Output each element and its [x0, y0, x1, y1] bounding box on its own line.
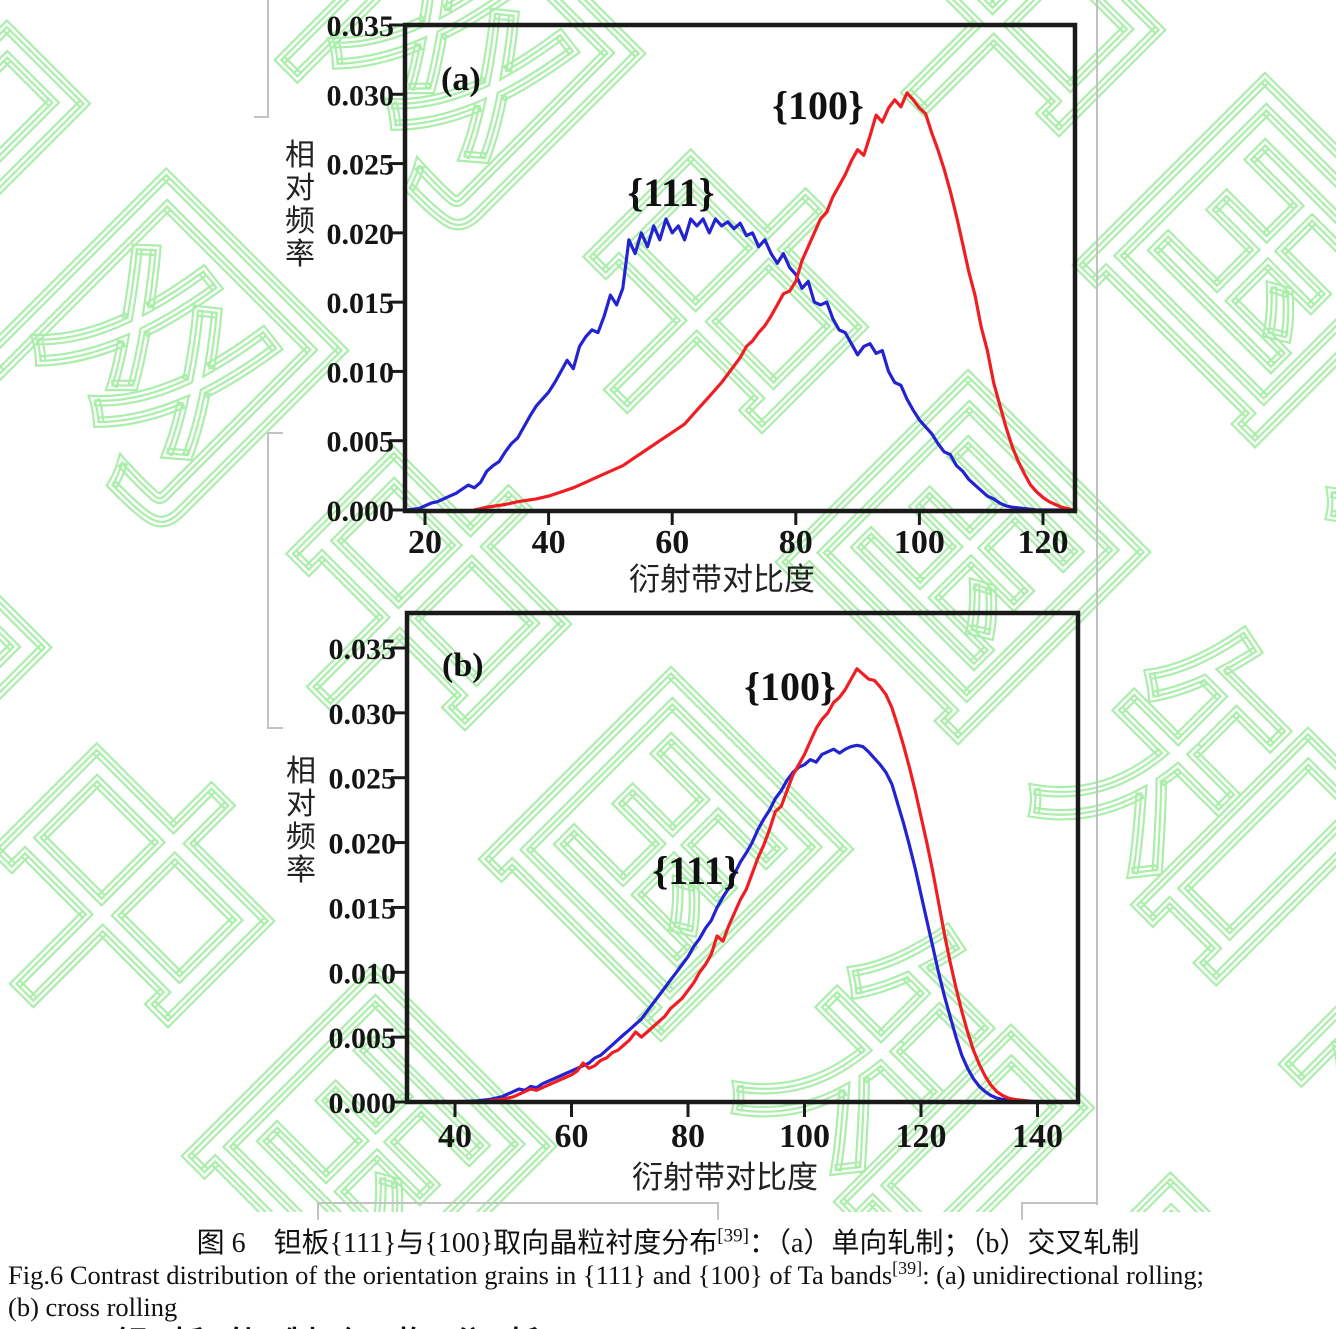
x-tick-label: 40 — [532, 524, 566, 561]
y-tick-label: 0.005 — [329, 1022, 397, 1055]
caption-en-text: Fig.6 Contrast distribution of the orien… — [8, 1259, 893, 1290]
chart-a-x-axis-title: 衍射带对比度 — [629, 562, 815, 597]
curves-group — [405, 91, 1075, 512]
caption-en-reference-sup: [39] — [892, 1258, 923, 1278]
y-tick-label: 0.035 — [329, 633, 397, 666]
y-tick-label: 0.020 — [327, 218, 395, 251]
caption-english-line2: (b) cross rolling — [8, 1292, 178, 1322]
x-tick-label: 20 — [408, 524, 442, 561]
caption-cn-reference-sup: [39] — [717, 1225, 749, 1247]
series-label-111-b: {111} — [652, 848, 739, 893]
series-label-100-a: {100} — [772, 83, 864, 128]
y-tick-label: 0.035 — [327, 10, 395, 43]
y-tick-label: 0.000 — [327, 495, 395, 528]
y-tick-label: 0.030 — [327, 79, 395, 112]
chart-a-frame — [402, 22, 1078, 514]
caption-en-tail: : (a) unidirectional rolling; — [922, 1259, 1205, 1290]
x-tick-label: 80 — [779, 524, 813, 561]
y-tick-label: 0.030 — [329, 698, 397, 731]
caption-english-line1: Fig.6 Contrast distribution of the orien… — [8, 1258, 1204, 1291]
chart-b-plot: 40 60 80 100 120 140 0.035 0.030 0.025 0.020 0.015… — [329, 633, 1075, 1155]
artifact-bracket-left — [267, 432, 283, 729]
series-curve-111 — [405, 217, 1070, 512]
x-tick-label: 120 — [1018, 524, 1069, 561]
chart-b-y-axis-title: 相对频率 — [286, 755, 316, 887]
y-tick-label: 0.020 — [329, 828, 397, 861]
chart-a-plot: 20 40 60 80 100 120 0.035 0.030 0.025 0.020 0.015 0… — [327, 10, 1075, 561]
x-tick-label: 140 — [1012, 1118, 1063, 1155]
chart-b-x-axis-title: 衍射带对比度 — [632, 1160, 818, 1195]
x-tick-label: 80 — [671, 1118, 705, 1155]
artifact-box-bottom-right — [1021, 1202, 1096, 1220]
caption-chinese: 图 6 钽板{111}与{100}取向晶粒衬度分布[39]：（a）单向轧制；（b… — [0, 1221, 1336, 1261]
chart-a-y-axis-title: 相对频率 — [285, 139, 315, 271]
chart-b-frame — [404, 610, 1081, 1105]
panel-a-label: (a) — [441, 61, 481, 98]
x-tick-label: 40 — [438, 1118, 472, 1155]
y-tick-label: 0.010 — [329, 957, 397, 990]
curves-group — [453, 667, 1075, 1103]
cutoff-text-fragment: 钽板轧制织构分析 — [116, 1318, 576, 1329]
page-scan-artifacts — [254, 0, 1098, 1220]
y-tick-label: 0.010 — [327, 356, 395, 389]
series-curve-100 — [476, 667, 1075, 1103]
panel-b-label: (b) — [442, 647, 484, 684]
y-tick-label: 0.025 — [329, 763, 397, 796]
series-curve-100 — [472, 91, 1075, 512]
y-tick-label: 0.025 — [327, 149, 395, 182]
x-tick-label: 100 — [779, 1118, 830, 1155]
artifact-corner-top-left — [254, 0, 269, 118]
x-tick-label: 60 — [555, 1118, 589, 1155]
x-tick-label: 120 — [896, 1118, 947, 1155]
artifact-box-bottom-center — [317, 1202, 719, 1220]
series-label-100-b: {100} — [744, 664, 836, 709]
y-tick-label: 0.015 — [327, 287, 395, 320]
y-tick-label: 0.015 — [329, 892, 397, 925]
x-tick-label: 100 — [894, 524, 945, 561]
y-tick-label: 0.000 — [329, 1087, 397, 1120]
caption-cn-text: 图 6 钽板{111}与{100}取向晶粒衬度分布 — [196, 1228, 718, 1259]
caption-cn-tail: ：（a）单向轧制；（b）交叉轧制 — [748, 1228, 1140, 1259]
y-tick-label: 0.005 — [327, 426, 395, 459]
x-tick-label: 60 — [655, 524, 689, 561]
series-label-111-a: {111} — [627, 170, 714, 215]
